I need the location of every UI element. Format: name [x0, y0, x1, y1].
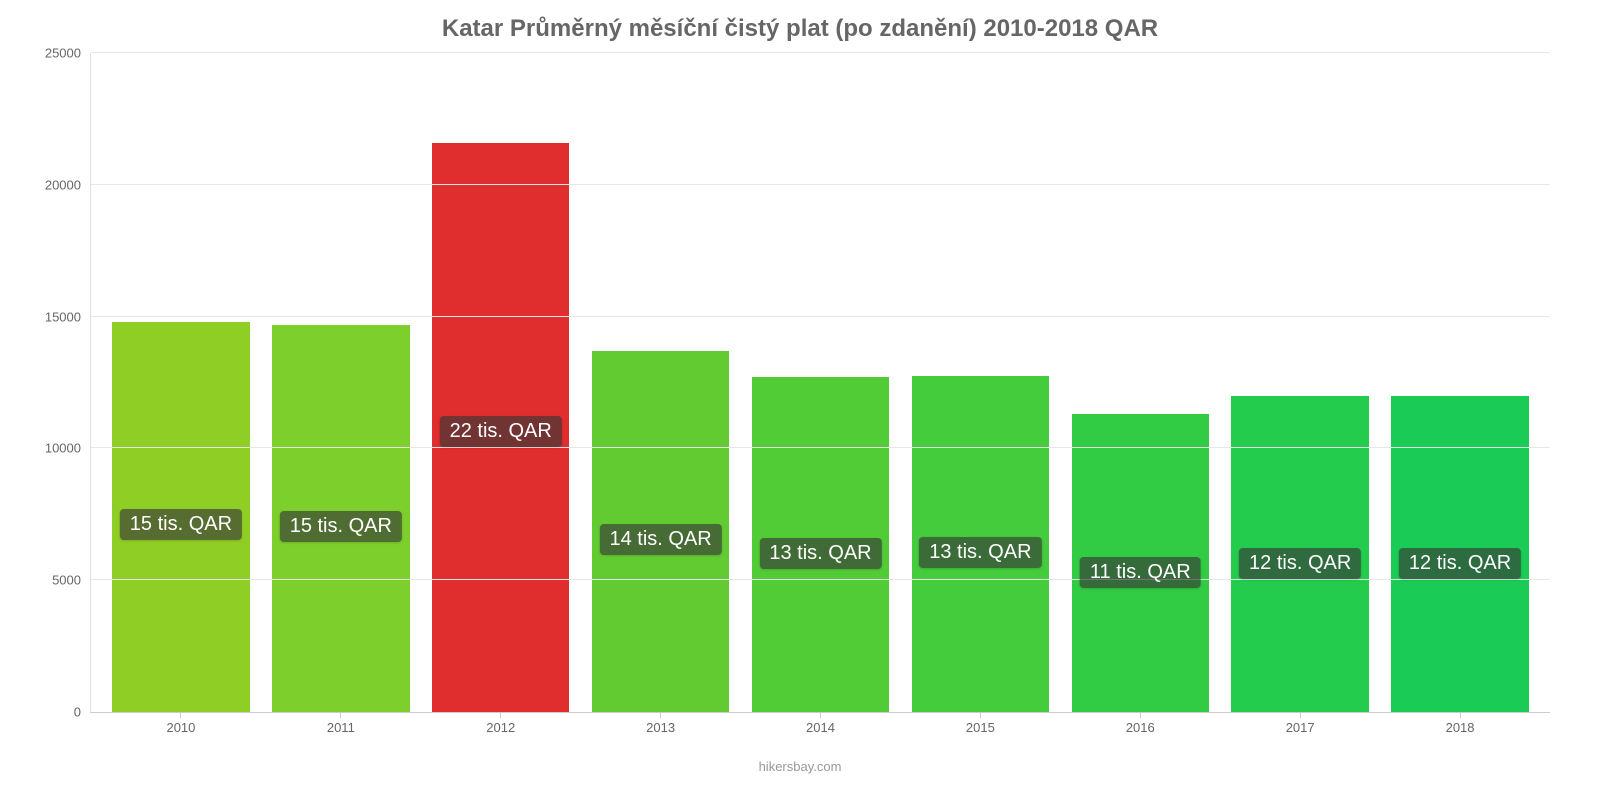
- bar-data-label: 15 tis. QAR: [120, 509, 242, 540]
- bar-data-label: 13 tis. QAR: [759, 538, 881, 569]
- bars-container: 15 tis. QAR201015 tis. QAR201122 tis. QA…: [91, 53, 1550, 712]
- bar: 11 tis. QAR: [1072, 414, 1210, 712]
- bar-data-label: 13 tis. QAR: [919, 537, 1041, 568]
- gridline: [91, 579, 1550, 580]
- x-tick-label: 2016: [1126, 720, 1155, 735]
- x-tick-mark: [660, 712, 661, 718]
- x-tick-label: 2010: [166, 720, 195, 735]
- gridline: [91, 447, 1550, 448]
- plot-region: 15 tis. QAR201015 tis. QAR201122 tis. QA…: [90, 53, 1550, 713]
- x-tick-label: 2011: [327, 720, 355, 735]
- bar-slot: 12 tis. QAR2017: [1220, 53, 1380, 712]
- bar: 13 tis. QAR: [912, 376, 1050, 712]
- x-tick-label: 2013: [646, 720, 675, 735]
- x-tick-label: 2014: [806, 720, 835, 735]
- x-tick-label: 2018: [1446, 720, 1475, 735]
- y-tick-label: 0: [74, 705, 91, 720]
- bar-data-label: 12 tis. QAR: [1399, 548, 1521, 579]
- x-tick-label: 2012: [486, 720, 515, 735]
- x-tick-mark: [980, 712, 981, 718]
- bar-slot: 22 tis. QAR2012: [421, 53, 581, 712]
- bar-slot: 11 tis. QAR2016: [1060, 53, 1220, 712]
- x-tick-mark: [1140, 712, 1141, 718]
- y-tick-label: 25000: [45, 46, 91, 61]
- x-tick-label: 2017: [1286, 720, 1315, 735]
- bar: 22 tis. QAR: [432, 143, 570, 712]
- y-tick-label: 15000: [45, 309, 91, 324]
- bar: 15 tis. QAR: [112, 322, 250, 712]
- gridline: [91, 316, 1550, 317]
- bar: 12 tis. QAR: [1391, 396, 1529, 712]
- bar: 15 tis. QAR: [272, 325, 410, 712]
- gridline: [91, 52, 1550, 53]
- bar-slot: 13 tis. QAR2014: [741, 53, 901, 712]
- attribution-text: hikersbay.com: [759, 759, 842, 774]
- y-tick-label: 20000: [45, 177, 91, 192]
- bar-data-label: 22 tis. QAR: [440, 416, 562, 447]
- bar: 12 tis. QAR: [1231, 396, 1369, 712]
- bar: 14 tis. QAR: [592, 351, 730, 712]
- chart-area: 15 tis. QAR201015 tis. QAR201122 tis. QA…: [30, 53, 1570, 753]
- bar-data-label: 14 tis. QAR: [599, 524, 721, 555]
- bar-slot: 14 tis. QAR2013: [581, 53, 741, 712]
- bar: 13 tis. QAR: [752, 377, 890, 712]
- bar-data-label: 15 tis. QAR: [280, 511, 402, 542]
- x-tick-mark: [340, 712, 341, 718]
- x-tick-label: 2015: [966, 720, 995, 735]
- x-tick-mark: [820, 712, 821, 718]
- bar-slot: 15 tis. QAR2011: [261, 53, 421, 712]
- bar-data-label: 11 tis. QAR: [1080, 557, 1201, 588]
- y-tick-label: 10000: [45, 441, 91, 456]
- x-tick-mark: [1460, 712, 1461, 718]
- bar-slot: 15 tis. QAR2010: [101, 53, 261, 712]
- gridline: [91, 184, 1550, 185]
- bar-slot: 12 tis. QAR2018: [1380, 53, 1540, 712]
- x-tick-mark: [1300, 712, 1301, 718]
- bar-data-label: 12 tis. QAR: [1239, 548, 1361, 579]
- x-tick-mark: [500, 712, 501, 718]
- chart-title: Katar Průměrný měsíční čistý plat (po zd…: [442, 15, 1158, 43]
- y-tick-label: 5000: [52, 573, 91, 588]
- x-tick-mark: [180, 712, 181, 718]
- bar-slot: 13 tis. QAR2015: [900, 53, 1060, 712]
